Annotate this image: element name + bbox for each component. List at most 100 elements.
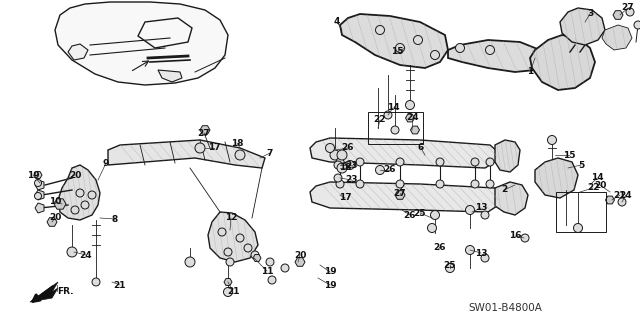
Text: 22: 22 bbox=[587, 183, 599, 192]
Circle shape bbox=[626, 8, 634, 16]
Polygon shape bbox=[495, 182, 528, 215]
Polygon shape bbox=[224, 278, 232, 286]
Polygon shape bbox=[602, 25, 632, 50]
Circle shape bbox=[334, 161, 342, 169]
Circle shape bbox=[337, 150, 347, 160]
Circle shape bbox=[547, 136, 557, 145]
Text: 21: 21 bbox=[227, 287, 239, 296]
Circle shape bbox=[336, 180, 344, 188]
Circle shape bbox=[634, 21, 640, 29]
Circle shape bbox=[268, 276, 276, 284]
Text: 18: 18 bbox=[339, 164, 351, 173]
Text: 9: 9 bbox=[103, 159, 109, 167]
Text: 10: 10 bbox=[49, 197, 61, 206]
Circle shape bbox=[428, 224, 436, 233]
Circle shape bbox=[236, 234, 244, 242]
Polygon shape bbox=[560, 8, 605, 45]
Polygon shape bbox=[613, 11, 623, 19]
Circle shape bbox=[235, 150, 245, 160]
Circle shape bbox=[356, 158, 364, 166]
Polygon shape bbox=[395, 191, 405, 199]
Text: 24: 24 bbox=[406, 114, 419, 122]
Polygon shape bbox=[55, 2, 228, 85]
Circle shape bbox=[224, 248, 232, 256]
Text: 21: 21 bbox=[614, 190, 627, 199]
Circle shape bbox=[346, 160, 355, 169]
Text: 23: 23 bbox=[346, 160, 358, 169]
Circle shape bbox=[456, 43, 465, 53]
Circle shape bbox=[326, 144, 335, 152]
Text: 26: 26 bbox=[342, 144, 355, 152]
Circle shape bbox=[396, 158, 404, 166]
Text: 18: 18 bbox=[231, 138, 243, 147]
Circle shape bbox=[251, 251, 259, 259]
Text: 14: 14 bbox=[591, 174, 604, 182]
Polygon shape bbox=[448, 40, 545, 72]
Circle shape bbox=[185, 257, 195, 267]
Circle shape bbox=[471, 158, 479, 166]
Circle shape bbox=[88, 191, 96, 199]
Circle shape bbox=[223, 287, 232, 296]
Text: 5: 5 bbox=[578, 160, 584, 169]
Polygon shape bbox=[605, 196, 614, 204]
Text: 20: 20 bbox=[69, 170, 81, 180]
Circle shape bbox=[337, 163, 347, 173]
Polygon shape bbox=[208, 212, 258, 262]
Text: 15: 15 bbox=[391, 48, 403, 56]
Circle shape bbox=[331, 151, 339, 159]
Text: 3: 3 bbox=[587, 10, 593, 19]
Text: 12: 12 bbox=[225, 213, 237, 222]
Circle shape bbox=[71, 206, 79, 214]
Text: 14: 14 bbox=[387, 103, 399, 113]
Circle shape bbox=[481, 211, 489, 219]
Text: 24: 24 bbox=[80, 250, 92, 259]
Text: 27: 27 bbox=[621, 4, 634, 12]
Circle shape bbox=[336, 158, 344, 166]
Circle shape bbox=[618, 198, 626, 206]
Polygon shape bbox=[310, 138, 498, 168]
Circle shape bbox=[445, 263, 454, 272]
Polygon shape bbox=[406, 114, 415, 122]
Circle shape bbox=[406, 100, 415, 109]
Text: 25: 25 bbox=[444, 261, 456, 270]
Text: 6: 6 bbox=[418, 144, 424, 152]
Polygon shape bbox=[68, 44, 88, 60]
Circle shape bbox=[486, 158, 494, 166]
Polygon shape bbox=[108, 140, 265, 168]
Polygon shape bbox=[54, 199, 66, 209]
Circle shape bbox=[573, 224, 582, 233]
Circle shape bbox=[35, 180, 42, 187]
Text: 17: 17 bbox=[208, 144, 220, 152]
Circle shape bbox=[521, 234, 529, 242]
Polygon shape bbox=[340, 14, 448, 68]
Text: 19: 19 bbox=[324, 268, 336, 277]
Text: 27: 27 bbox=[198, 129, 211, 137]
Polygon shape bbox=[410, 126, 419, 134]
Text: 21: 21 bbox=[114, 280, 126, 290]
Circle shape bbox=[330, 150, 340, 160]
Circle shape bbox=[436, 158, 444, 166]
Text: FR.: FR. bbox=[57, 286, 74, 295]
Text: 19: 19 bbox=[324, 280, 336, 290]
Circle shape bbox=[266, 258, 274, 266]
Circle shape bbox=[436, 180, 444, 188]
Polygon shape bbox=[35, 190, 44, 200]
Circle shape bbox=[281, 264, 289, 272]
Text: 19: 19 bbox=[27, 170, 39, 180]
Polygon shape bbox=[158, 70, 182, 82]
Polygon shape bbox=[495, 140, 520, 172]
Circle shape bbox=[481, 254, 489, 262]
Circle shape bbox=[413, 35, 422, 44]
Polygon shape bbox=[35, 180, 44, 190]
Text: SW01-B4800A: SW01-B4800A bbox=[468, 303, 542, 313]
Text: 20: 20 bbox=[49, 213, 61, 222]
Circle shape bbox=[465, 246, 474, 255]
Circle shape bbox=[226, 258, 234, 266]
Text: 24: 24 bbox=[620, 190, 632, 199]
Polygon shape bbox=[47, 218, 57, 226]
Circle shape bbox=[486, 180, 494, 188]
Circle shape bbox=[67, 247, 77, 257]
Circle shape bbox=[195, 143, 205, 153]
Circle shape bbox=[218, 228, 226, 236]
Text: 1: 1 bbox=[527, 68, 533, 77]
